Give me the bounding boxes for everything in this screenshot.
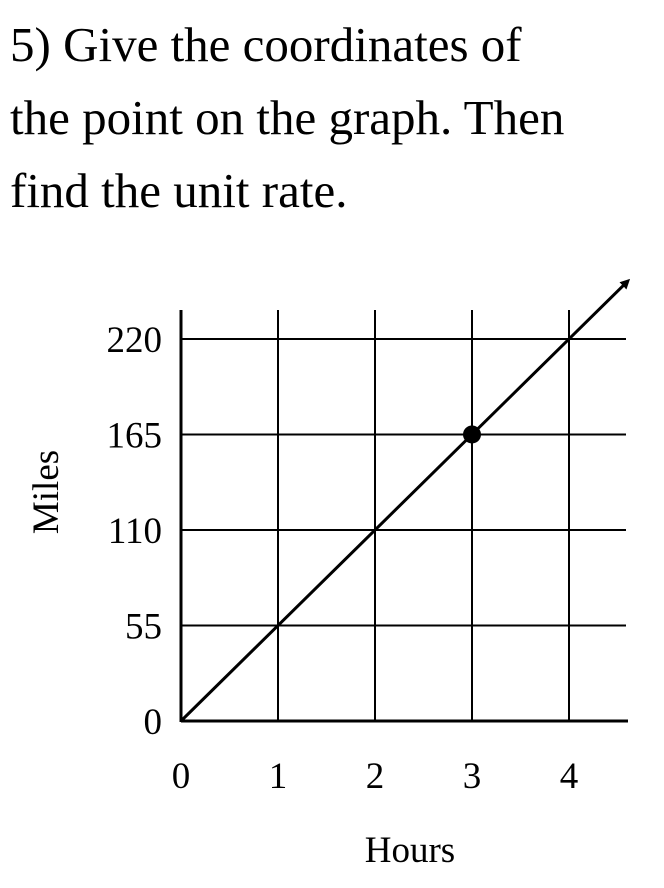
question-text: 5) Give the coordinates of the point on … (10, 8, 650, 227)
x-tick-label: 1 (269, 756, 288, 797)
y-tick-label: 0 (144, 702, 163, 743)
x-axis-label: Hours (365, 830, 455, 871)
question-line-1: 5) Give the coordinates of (10, 17, 522, 72)
question-line-3: find the unit rate. (10, 163, 348, 218)
y-tick-label: 55 (125, 606, 162, 647)
x-tick-label: 4 (560, 756, 579, 797)
data-line (179, 278, 631, 723)
x-tick-label: 2 (366, 756, 385, 797)
y-tick-label: 165 (107, 415, 163, 456)
y-tick-label: 220 (107, 320, 163, 361)
x-tick-label: 3 (463, 756, 482, 797)
y-tick-labels: 0 55 110 165 220 (107, 320, 163, 743)
x-tick-labels: 0 1 2 3 4 (172, 756, 579, 797)
y-tick-label: 110 (108, 511, 162, 552)
horizontal-gridlines (181, 337, 626, 627)
question-line-2: the point on the graph. Then (10, 90, 565, 145)
highlighted-point (463, 425, 481, 444)
x-tick-label: 0 (172, 756, 191, 797)
vertical-gridlines (277, 310, 570, 721)
y-axis-label: Miles (26, 450, 67, 534)
